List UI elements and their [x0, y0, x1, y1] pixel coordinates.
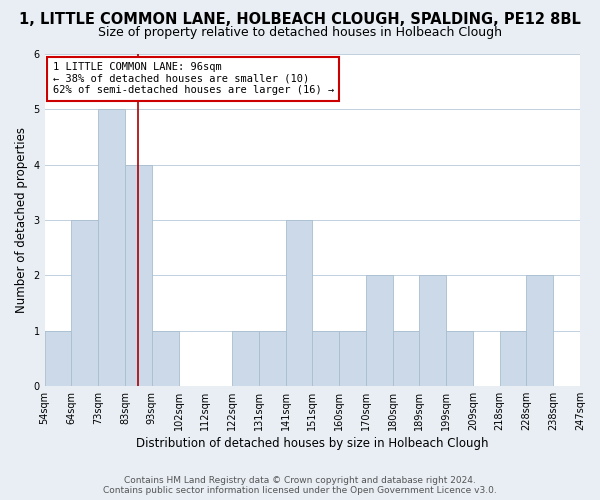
- Bar: [500, 330, 526, 386]
- Bar: [419, 275, 446, 386]
- Text: 1, LITTLE COMMON LANE, HOLBEACH CLOUGH, SPALDING, PE12 8BL: 1, LITTLE COMMON LANE, HOLBEACH CLOUGH, …: [19, 12, 581, 28]
- Bar: [286, 220, 313, 386]
- Bar: [152, 330, 179, 386]
- Bar: [259, 330, 286, 386]
- Bar: [71, 220, 98, 386]
- Bar: [232, 330, 259, 386]
- Bar: [446, 330, 473, 386]
- Bar: [98, 110, 125, 386]
- Bar: [526, 275, 553, 386]
- Y-axis label: Number of detached properties: Number of detached properties: [15, 127, 28, 313]
- X-axis label: Distribution of detached houses by size in Holbeach Clough: Distribution of detached houses by size …: [136, 437, 488, 450]
- Text: Contains HM Land Registry data © Crown copyright and database right 2024.
Contai: Contains HM Land Registry data © Crown c…: [103, 476, 497, 495]
- Bar: [366, 275, 392, 386]
- Text: Size of property relative to detached houses in Holbeach Clough: Size of property relative to detached ho…: [98, 26, 502, 39]
- Bar: [313, 330, 339, 386]
- Bar: [125, 164, 152, 386]
- Bar: [44, 330, 71, 386]
- Text: 1 LITTLE COMMON LANE: 96sqm
← 38% of detached houses are smaller (10)
62% of sem: 1 LITTLE COMMON LANE: 96sqm ← 38% of det…: [53, 62, 334, 96]
- Bar: [339, 330, 366, 386]
- Bar: [392, 330, 419, 386]
- Bar: [580, 330, 600, 386]
